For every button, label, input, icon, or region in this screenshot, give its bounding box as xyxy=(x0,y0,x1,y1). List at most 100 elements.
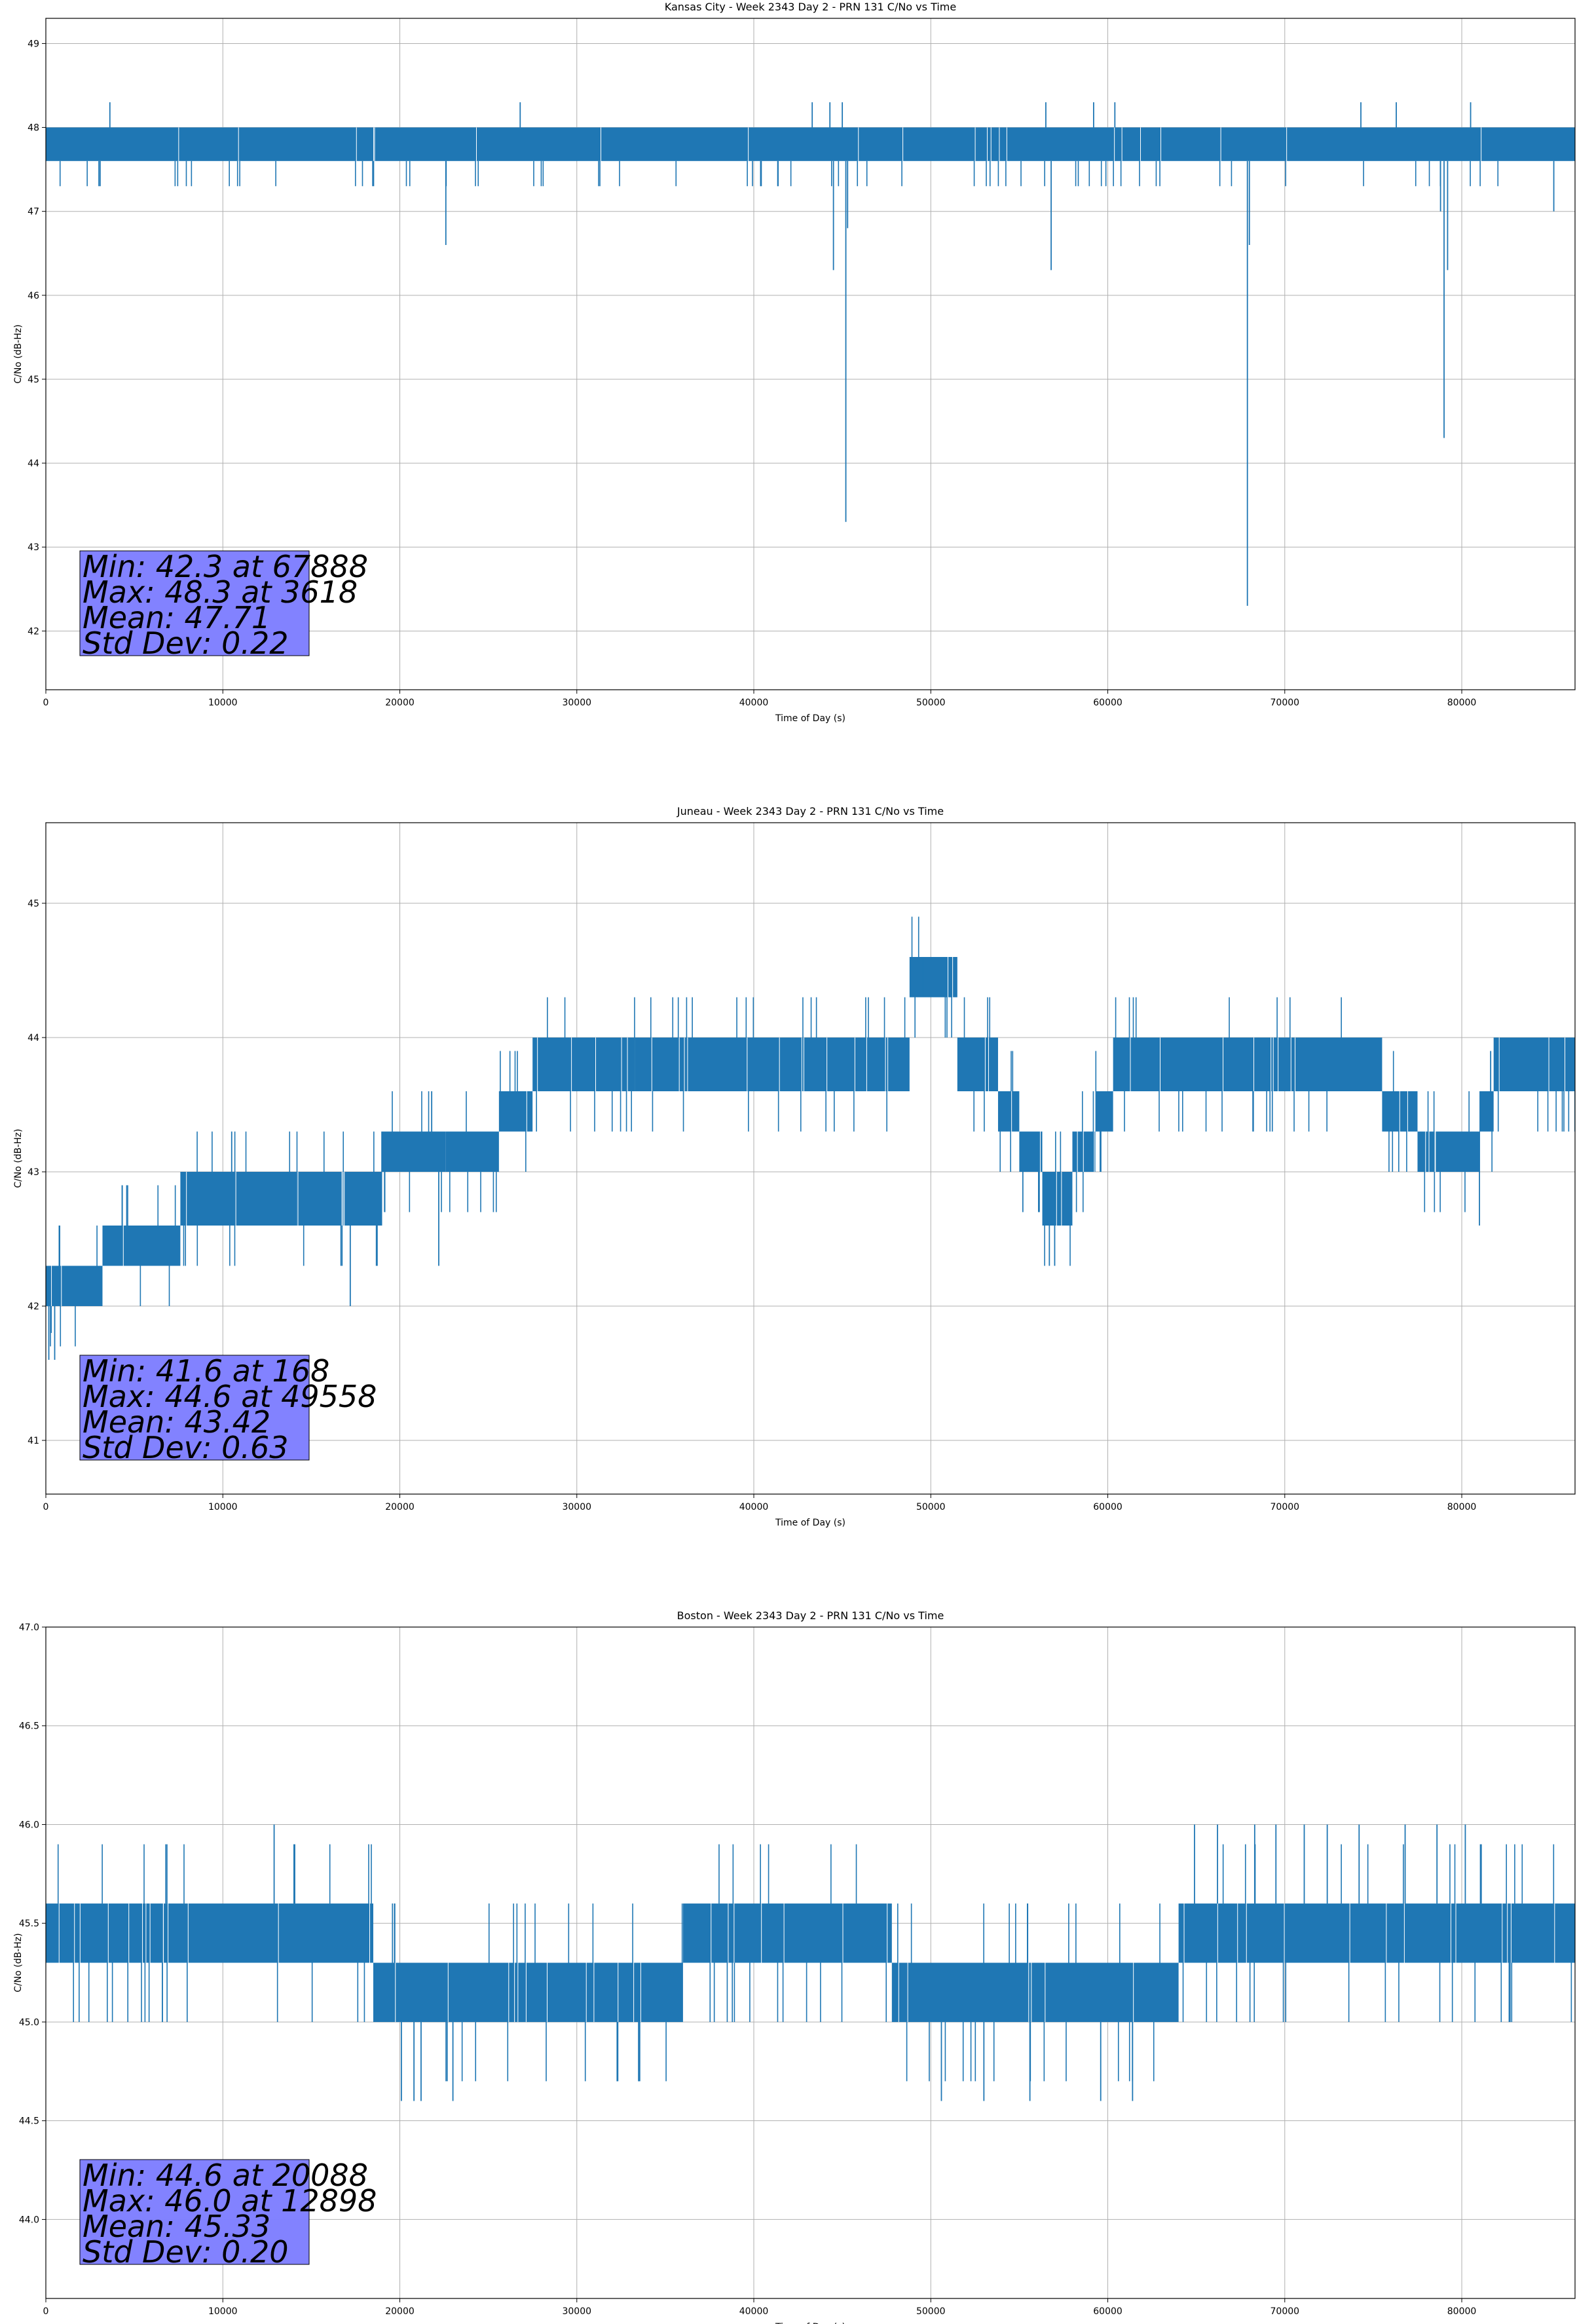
x-tick-label: 0 xyxy=(43,698,49,708)
plot-frame xyxy=(45,822,1576,1495)
signal-band xyxy=(498,1091,533,1132)
stats-line: Std Dev: 0.63 xyxy=(83,1430,289,1465)
x-tick-label: 70000 xyxy=(1271,698,1300,708)
x-tick-label: 80000 xyxy=(1447,1502,1477,1512)
x-tick-label: 60000 xyxy=(1093,698,1122,708)
y-tick-label: 42 xyxy=(28,1302,39,1312)
y-tick-label: 41 xyxy=(28,1436,39,1446)
y-tick-label: 46 xyxy=(28,291,39,301)
x-tick-label: 30000 xyxy=(562,698,591,708)
stats-box xyxy=(79,1355,310,1461)
signal-band xyxy=(46,127,1575,161)
stats-line: Min: 42.3 at 67888 xyxy=(83,549,368,584)
chart-panel-1: Kansas City - Week 2343 Day 2 - PRN 131 … xyxy=(13,1,1576,724)
y-tick-label: 45.0 xyxy=(19,2017,39,2028)
signal-band xyxy=(635,1038,910,1091)
x-axis-label: Time of Day (s) xyxy=(775,713,845,724)
signal-band xyxy=(997,1091,1020,1132)
stats-line: Min: 41.6 at 168 xyxy=(83,1353,329,1389)
y-tick-label: 48 xyxy=(28,123,39,134)
y-axis-label: C/No (dB-Hz) xyxy=(13,1129,24,1188)
y-tick-label: 44.5 xyxy=(19,2116,39,2127)
x-tick-label: 30000 xyxy=(562,1502,591,1512)
x-tick-label: 10000 xyxy=(208,698,238,708)
y-tick-label: 46.0 xyxy=(19,1820,39,1830)
x-tick-label: 40000 xyxy=(739,2306,769,2317)
stats-box xyxy=(79,550,310,656)
x-axis-label: Time of Day (s) xyxy=(775,2322,845,2324)
series-line xyxy=(46,916,1575,1360)
signal-band xyxy=(180,1172,297,1226)
x-tick-label: 20000 xyxy=(385,1502,415,1512)
y-tick-label: 45.5 xyxy=(19,1919,39,1929)
signal-band xyxy=(909,957,957,998)
stats-line: Max: 48.3 at 3618 xyxy=(83,574,358,610)
x-tick-label: 50000 xyxy=(916,1502,946,1512)
y-axis-label: C/No (dB-Hz) xyxy=(13,324,24,383)
stats-line: Mean: 47.71 xyxy=(83,600,270,635)
y-tick-label: 44 xyxy=(28,1033,39,1043)
y-tick-label: 44 xyxy=(28,459,39,469)
stats-line: Max: 46.0 at 12898 xyxy=(83,2183,377,2219)
signal-band xyxy=(957,1038,998,1091)
signal-band xyxy=(1019,1131,1043,1172)
signal-band xyxy=(382,1131,446,1172)
signal-band xyxy=(682,1903,892,1963)
signal-band xyxy=(297,1172,382,1226)
y-axis-label: C/No (dB-Hz) xyxy=(13,1933,24,1992)
stats-line: Max: 44.6 at 49558 xyxy=(83,1379,377,1414)
x-axis-label: Time of Day (s) xyxy=(775,1518,845,1528)
x-tick-label: 20000 xyxy=(385,2306,415,2317)
y-tick-label: 43 xyxy=(28,542,39,553)
y-tick-label: 49 xyxy=(28,39,39,49)
x-tick-label: 10000 xyxy=(208,1502,238,1512)
y-tick-label: 44.0 xyxy=(19,2215,39,2225)
stats-line: Std Dev: 0.20 xyxy=(83,2234,289,2270)
x-tick-label: 10000 xyxy=(208,2306,238,2317)
signal-band xyxy=(46,1265,103,1306)
x-tick-label: 30000 xyxy=(562,2306,591,2317)
x-tick-label: 40000 xyxy=(739,1502,769,1512)
plot-frame xyxy=(45,1626,1576,2299)
x-tick-label: 20000 xyxy=(385,698,415,708)
signal-band xyxy=(1417,1131,1480,1172)
signal-band xyxy=(532,1038,635,1091)
signal-band xyxy=(1042,1172,1073,1226)
signal-band xyxy=(102,1226,181,1266)
stats-line: Mean: 43.42 xyxy=(83,1404,270,1440)
y-tick-label: 46.5 xyxy=(19,1721,39,1732)
y-tick-label: 47.0 xyxy=(19,1622,39,1633)
y-tick-label: 45 xyxy=(28,899,39,909)
signal-band xyxy=(445,1131,499,1172)
chart-title: Juneau - Week 2343 Day 2 - PRN 131 C/No … xyxy=(677,805,944,817)
plot-frame xyxy=(45,18,1576,690)
signal-band xyxy=(891,1962,1179,2022)
chart-panel-3: Boston - Week 2343 Day 2 - PRN 131 C/No … xyxy=(13,1609,1576,2324)
chart-title: Kansas City - Week 2343 Day 2 - PRN 131 … xyxy=(665,1,956,13)
signal-band xyxy=(373,1962,683,2022)
x-tick-label: 60000 xyxy=(1093,2306,1122,2317)
y-tick-label: 47 xyxy=(28,207,39,217)
signal-band xyxy=(1095,1091,1113,1132)
series-line xyxy=(46,1824,1575,2101)
y-tick-label: 43 xyxy=(28,1167,39,1178)
x-tick-label: 40000 xyxy=(739,698,769,708)
y-tick-label: 45 xyxy=(28,375,39,385)
x-tick-label: 50000 xyxy=(916,698,946,708)
signal-band xyxy=(46,1903,373,1963)
x-tick-label: 60000 xyxy=(1093,1502,1122,1512)
signal-band xyxy=(1493,1038,1575,1091)
x-tick-label: 70000 xyxy=(1271,1502,1300,1512)
x-tick-label: 0 xyxy=(43,1502,49,1512)
stats-box xyxy=(79,2159,310,2265)
signal-band xyxy=(1113,1038,1382,1091)
stats-line: Mean: 45.33 xyxy=(83,2209,270,2244)
signal-band xyxy=(1178,1903,1575,1963)
y-tick-label: 42 xyxy=(28,626,39,637)
x-tick-label: 80000 xyxy=(1447,2306,1477,2317)
x-tick-label: 80000 xyxy=(1447,698,1477,708)
series-line xyxy=(46,102,1575,606)
stats-line: Min: 44.6 at 20088 xyxy=(83,2158,368,2193)
x-tick-label: 50000 xyxy=(916,2306,946,2317)
